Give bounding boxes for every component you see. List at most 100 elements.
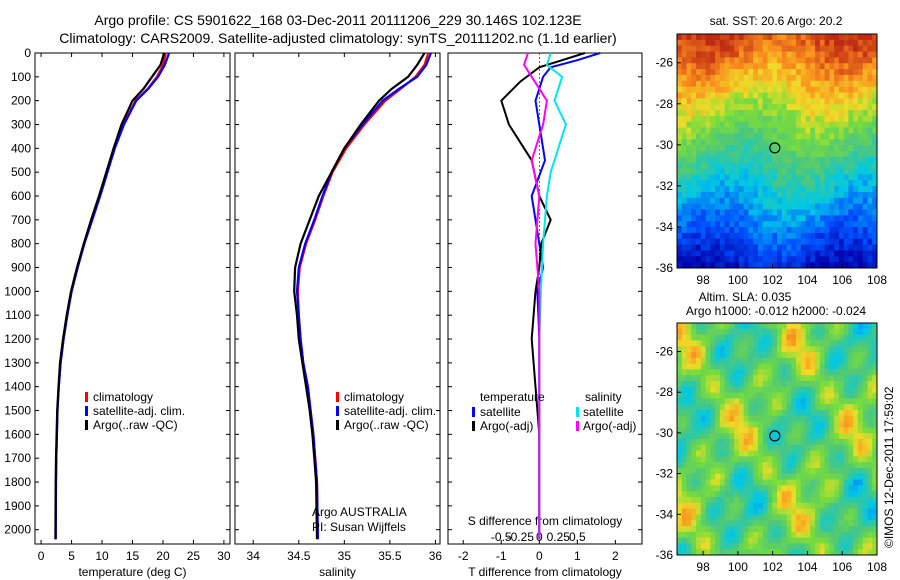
map-cell	[829, 352, 835, 359]
map-cell	[715, 86, 721, 93]
map-cell	[815, 468, 821, 475]
map-cell	[867, 549, 873, 556]
map-cell	[777, 45, 783, 53]
map-cell	[786, 250, 792, 257]
map-cell	[800, 191, 807, 199]
map-cell	[829, 537, 835, 544]
map-cell	[805, 508, 811, 515]
map-cell	[772, 375, 778, 382]
map-cell	[734, 145, 740, 152]
map-cell	[705, 232, 711, 240]
map-cell	[738, 427, 745, 434]
map-cell	[738, 450, 745, 457]
map-cell	[834, 232, 840, 240]
y-tick-label: 1400	[4, 380, 31, 394]
map-cell	[815, 334, 821, 341]
map-cell	[838, 340, 845, 347]
map-cell	[872, 398, 878, 405]
map-cell	[867, 232, 873, 240]
map-cell	[724, 39, 730, 47]
map-cell	[719, 92, 726, 99]
map-cell	[824, 244, 830, 251]
map-cell	[786, 369, 792, 376]
map-cell	[862, 174, 868, 181]
map-cell	[853, 51, 859, 58]
map-cell	[862, 392, 868, 399]
map-cell	[800, 427, 807, 434]
map-cell	[743, 328, 749, 336]
map-cell	[729, 462, 735, 469]
map-cell	[715, 151, 721, 158]
map-cell	[710, 250, 716, 257]
map-cell	[734, 203, 740, 210]
map-cell	[743, 456, 749, 463]
map-cell	[724, 238, 730, 246]
map-cell	[796, 427, 802, 434]
map-cell	[772, 121, 778, 129]
map-cell	[677, 346, 683, 353]
map-cell	[724, 346, 730, 353]
map-cell	[696, 462, 702, 469]
map-cell	[705, 549, 711, 556]
map-cell	[834, 156, 840, 164]
map-cell	[767, 549, 773, 556]
map-cell	[857, 221, 864, 228]
map-cell	[857, 34, 864, 41]
map-cell	[681, 250, 688, 257]
map-cell	[715, 410, 721, 417]
map-cell	[838, 145, 845, 152]
map-cell	[748, 427, 754, 434]
map-cell	[848, 381, 854, 388]
map-cell	[715, 57, 721, 64]
map-cell	[767, 328, 773, 336]
map-cell	[762, 104, 768, 111]
map-cell	[729, 537, 735, 544]
map-cell	[810, 473, 816, 481]
map-cell	[757, 45, 764, 53]
map-cell	[834, 127, 840, 134]
map-cell	[781, 392, 788, 399]
map-cell	[800, 227, 807, 234]
map-cell	[738, 74, 745, 82]
map-cell	[724, 421, 730, 428]
map-cell	[719, 479, 726, 486]
map-cell	[786, 357, 792, 365]
map-cell	[686, 98, 692, 105]
map-cell	[857, 215, 864, 222]
map-cell	[705, 127, 711, 134]
map-cell	[867, 34, 873, 41]
map-cell	[862, 186, 868, 193]
map-cell	[767, 121, 773, 129]
map-cell	[848, 215, 854, 222]
map-cell	[872, 456, 878, 463]
map-cell	[796, 479, 802, 486]
map-cell	[791, 485, 797, 492]
map-cell	[777, 133, 783, 140]
map-cell	[719, 334, 726, 341]
map-cell	[843, 80, 849, 88]
map-cell	[748, 180, 754, 187]
map-cell	[681, 57, 688, 64]
map-cell	[848, 514, 854, 521]
map-cell	[819, 139, 826, 146]
map-cell	[729, 415, 735, 423]
map-cell	[834, 121, 840, 129]
map-cell	[862, 433, 868, 440]
map-cell	[724, 491, 730, 498]
map-cell	[710, 398, 716, 405]
map-cell	[867, 369, 873, 376]
map-cell	[681, 468, 688, 475]
map-cell	[748, 151, 754, 158]
map-cell	[819, 526, 826, 533]
map-cell	[796, 520, 802, 527]
map-cell	[857, 145, 864, 152]
map-cell	[700, 415, 707, 423]
map-cell	[705, 39, 711, 47]
map-cell	[867, 386, 873, 394]
map-cell	[681, 450, 688, 457]
map-cell	[734, 537, 740, 544]
map-cell	[805, 221, 811, 228]
map-cell	[743, 473, 749, 481]
map-cell	[867, 45, 873, 53]
map-cell	[753, 151, 759, 158]
